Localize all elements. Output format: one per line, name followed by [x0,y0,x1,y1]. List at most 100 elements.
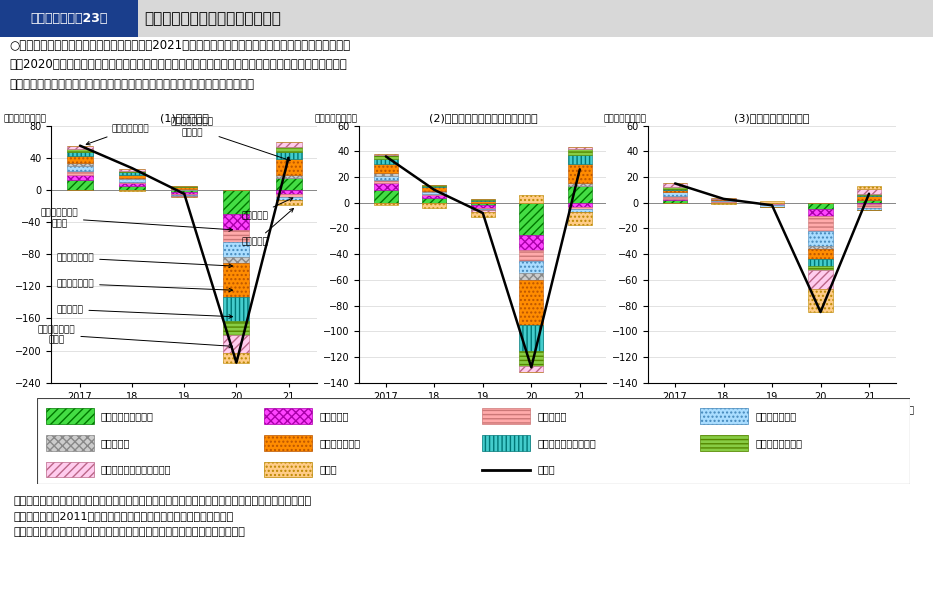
Bar [374,184,398,190]
Text: 建設・採掘の職業: 建設・採掘の職業 [756,438,802,448]
Title: (2)パートタイムを除く常用労働者: (2)パートタイムを除く常用労働者 [428,114,537,123]
Text: （年）: （年） [320,406,336,415]
Bar [374,173,398,176]
Bar [67,149,93,152]
Bar [275,197,301,200]
Text: 生産工程の職業: 生産工程の職業 [319,438,360,448]
Bar [567,148,592,149]
Bar [119,182,146,184]
Bar [701,435,748,450]
Bar [119,178,146,179]
Title: (1)常用労働者: (1)常用労働者 [160,114,209,123]
Bar [374,179,398,184]
Text: サービスの職業: サービスの職業 [57,279,232,292]
Bar [519,195,543,203]
Bar [519,251,543,261]
Bar [519,350,543,366]
Text: （年）: （年） [898,406,914,415]
Text: サービスの職業: サービスの職業 [756,411,797,421]
Bar [275,200,301,205]
Bar [67,152,93,156]
Text: 生産工程の職業: 生産工程の職業 [57,254,232,268]
Bar [808,270,832,289]
Bar [275,159,301,175]
Bar [567,186,592,203]
Bar [663,199,688,200]
Bar [423,197,447,203]
Bar [519,203,543,235]
Bar [223,230,249,242]
Bar [223,257,249,263]
Bar [275,142,301,147]
Bar [119,186,146,190]
Bar [663,193,688,196]
Text: （前年差、万人）: （前年差、万人） [604,114,647,123]
Bar [471,208,494,209]
Bar [808,289,832,312]
Bar [223,242,249,257]
Bar [712,203,736,204]
Bar [663,196,688,199]
Bar [519,235,543,251]
Text: 資料出所　厘生労働省「職業安定業務統計」をもとに厘生労働省政策統括官付政策統括官室にて作成
　（注）　１）2011年改定「厘生労働省編職業分類」に基づく区分。
: 資料出所 厘生労働省「職業安定業務統計」をもとに厘生労働省政策統括官付政策統括官… [14,496,312,537]
Bar [172,187,197,189]
Bar [223,190,249,214]
Bar [423,191,447,193]
Bar [423,203,447,208]
Bar [519,280,543,325]
Bar [223,335,249,353]
Bar [67,146,93,149]
Bar [856,188,881,194]
Bar [471,200,494,202]
Bar [808,231,832,246]
Text: 事務的職業: 事務的職業 [319,411,348,421]
Bar [119,172,146,175]
Text: 職業別にみた新規求人数の動向: 職業別にみた新規求人数の動向 [145,11,282,26]
Text: 事務的職業: 事務的職業 [57,305,232,318]
Bar [663,187,688,188]
Bar [46,462,94,477]
Bar [275,175,301,178]
Bar [471,202,494,203]
Bar [808,209,832,215]
Bar [567,212,592,225]
Bar [223,263,249,297]
Bar [808,266,832,270]
Bar [223,353,249,362]
Bar [119,179,146,182]
Bar [519,273,543,280]
Bar [519,366,543,373]
Bar [567,155,592,164]
Bar [67,163,93,166]
Bar [423,194,447,195]
Bar [567,149,592,155]
Bar [471,199,494,200]
Bar [67,156,93,163]
Title: (3)常用的パートタイム: (3)常用的パートタイム [734,114,810,123]
Bar [423,186,447,187]
Bar [119,169,146,170]
Bar [856,196,881,200]
Text: 第１－（２）－23図: 第１－（２）－23図 [31,12,107,25]
Bar [67,170,93,175]
Bar [423,185,447,186]
Bar [856,208,881,210]
Bar [519,261,543,273]
Bar [275,190,301,194]
Text: 保安の職業: 保安の職業 [242,198,293,220]
Bar [423,187,447,191]
Text: 専門的・技術的職業: 専門的・技術的職業 [101,411,154,421]
Bar [119,175,146,178]
Bar [46,435,94,450]
Bar [712,199,736,200]
Bar [172,196,197,197]
Bar [663,184,688,187]
Bar [264,408,313,423]
Bar [856,194,881,195]
Bar [172,186,197,187]
Bar [663,190,688,193]
Text: 販売の職業: 販売の職業 [537,411,566,421]
Text: （前年差、万人）: （前年差、万人） [314,114,357,123]
Bar [808,203,832,209]
Text: 職業計（折線）: 職業計（折線） [86,124,149,145]
